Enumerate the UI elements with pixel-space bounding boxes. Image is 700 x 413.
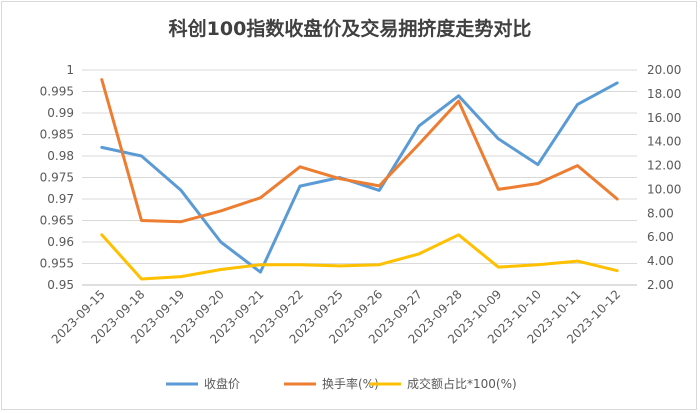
right-tick-label: 8.00 [647, 206, 674, 220]
right-tick-label: 16.00 [647, 111, 681, 125]
series-line [100, 81, 619, 274]
left-tick-label: 0.98 [47, 149, 74, 163]
left-tick-label: 0.99 [47, 106, 74, 120]
left-tick-label: 0.995 [40, 85, 74, 99]
legend: 收盘价 换手率(%) 成交额占比*100(%) [166, 376, 517, 391]
legend-label: 成交额占比*100(%) [407, 376, 517, 391]
left-tick-label: 1 [66, 63, 74, 77]
chart-title: 科创100指数收盘价及交易拥挤度走势对比 [168, 18, 532, 40]
legend-label: 收盘价 [204, 376, 240, 391]
left-tick-label: 0.96 [47, 235, 74, 249]
right-tick-label: 12.00 [647, 159, 681, 173]
left-tick-label: 0.965 [40, 214, 74, 228]
right-tick-label: 10.00 [647, 182, 681, 196]
series-line [100, 233, 619, 281]
right-tick-label: 18.00 [647, 87, 681, 101]
right-axis-ticks: 2.00 4.00 6.00 8.00 10.00 12.00 14.00 16.00 18.0… [647, 63, 681, 292]
series-lines [100, 78, 619, 281]
left-tick-label: 0.975 [40, 171, 74, 185]
right-tick-label: 4.00 [647, 254, 674, 268]
x-axis-ticks: 2023-09-152023-09-182023-09-192023-09-20… [49, 287, 624, 346]
right-tick-label: 6.00 [647, 230, 674, 244]
series-line [100, 78, 619, 224]
left-axis-ticks: 0.95 0.955 0.96 0.965 0.97 0.975 0.98 0.985 0.99… [40, 63, 74, 292]
left-tick-label: 0.95 [47, 278, 74, 292]
left-tick-label: 0.985 [40, 128, 74, 142]
right-tick-label: 2.00 [647, 278, 674, 292]
legend-label: 换手率(%) [322, 376, 379, 391]
right-tick-label: 20.00 [647, 63, 681, 77]
right-tick-label: 14.00 [647, 135, 681, 149]
left-tick-label: 0.955 [40, 257, 74, 271]
left-tick-label: 0.97 [47, 192, 74, 206]
